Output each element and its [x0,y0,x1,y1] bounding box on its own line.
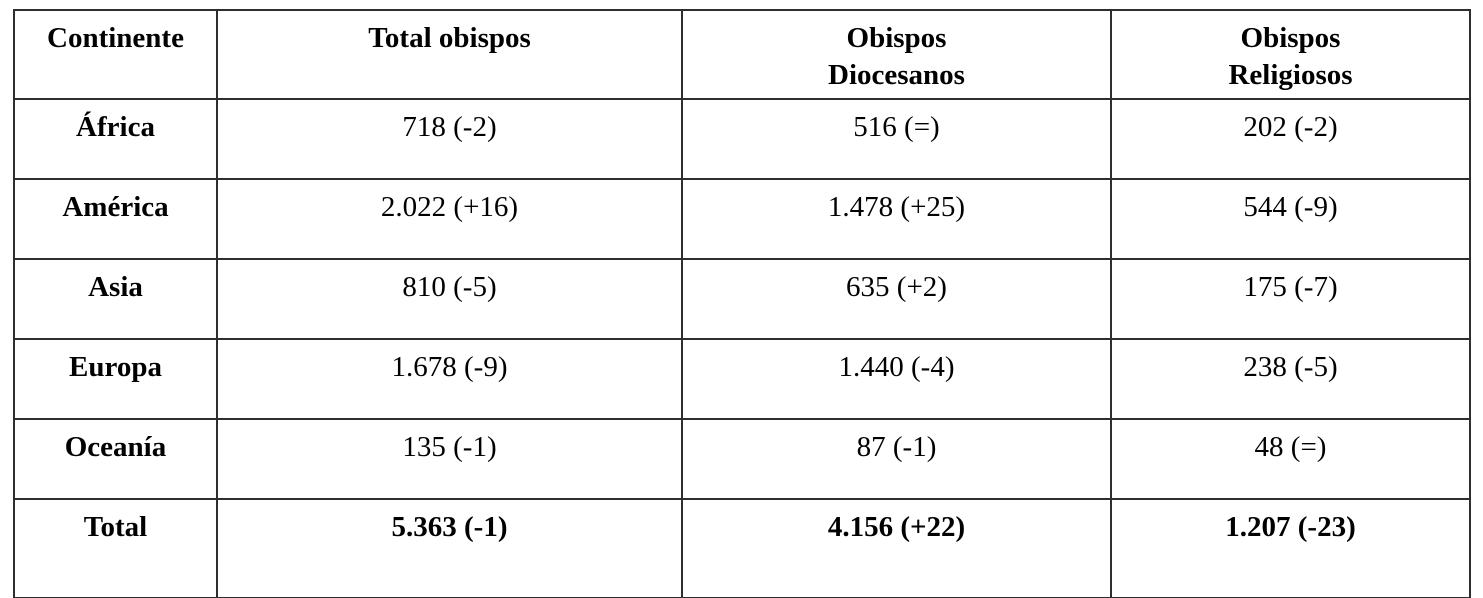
total-obispos-value: 2.022 (+16) [216,178,683,261]
table-row-asia: Asia 810 (-5) 635 (+2) 175 (-7) [13,258,1471,341]
obispos-religiosos-value: 48 (=) [1110,418,1471,501]
total-obispos-value: 810 (-5) [216,258,683,341]
table-row-total: Total 5.363 (-1) 4.156 (+22) 1.207 (-23) [13,498,1471,598]
table-row-oceania: Oceanía 135 (-1) 87 (-1) 48 (=) [13,418,1471,501]
obispos-diocesanos-value: 87 (-1) [681,418,1112,501]
table-row-africa: África 718 (-2) 516 (=) 202 (-2) [13,98,1471,181]
column-header-continente: Continente [13,8,218,101]
table-header-row: Continente Total obispos Obispos Diocesa… [13,8,1471,101]
continent-label: América [13,178,218,261]
column-header-obispos-diocesanos: Obispos Diocesanos [681,8,1112,101]
total-obispos-value: 1.678 (-9) [216,338,683,421]
continent-label: África [13,98,218,181]
total-obispos-total: 5.363 (-1) [216,498,683,598]
total-obispos-value: 718 (-2) [216,98,683,181]
obispos-diocesanos-value: 1.440 (-4) [681,338,1112,421]
obispos-diocesanos-value: 1.478 (+25) [681,178,1112,261]
table-row-europa: Europa 1.678 (-9) 1.440 (-4) 238 (-5) [13,338,1471,421]
obispos-religiosos-value: 175 (-7) [1110,258,1471,341]
continent-label: Oceanía [13,418,218,501]
obispos-religiosos-value: 544 (-9) [1110,178,1471,261]
total-obispos-value: 135 (-1) [216,418,683,501]
total-row-label: Total [13,498,218,598]
table-row-america: América 2.022 (+16) 1.478 (+25) 544 (-9) [13,178,1471,261]
obispos-diocesanos-total: 4.156 (+22) [681,498,1112,598]
obispos-religiosos-total: 1.207 (-23) [1110,498,1471,598]
continent-label: Asia [13,258,218,341]
obispos-religiosos-value: 238 (-5) [1110,338,1471,421]
obispos-diocesanos-value: 516 (=) [681,98,1112,181]
column-header-obispos-religiosos: Obispos Religiosos [1110,8,1471,101]
bishops-by-continent-table: Continente Total obispos Obispos Diocesa… [13,8,1471,598]
column-header-total-obispos: Total obispos [216,8,683,101]
obispos-religiosos-value: 202 (-2) [1110,98,1471,181]
obispos-diocesanos-value: 635 (+2) [681,258,1112,341]
continent-label: Europa [13,338,218,421]
